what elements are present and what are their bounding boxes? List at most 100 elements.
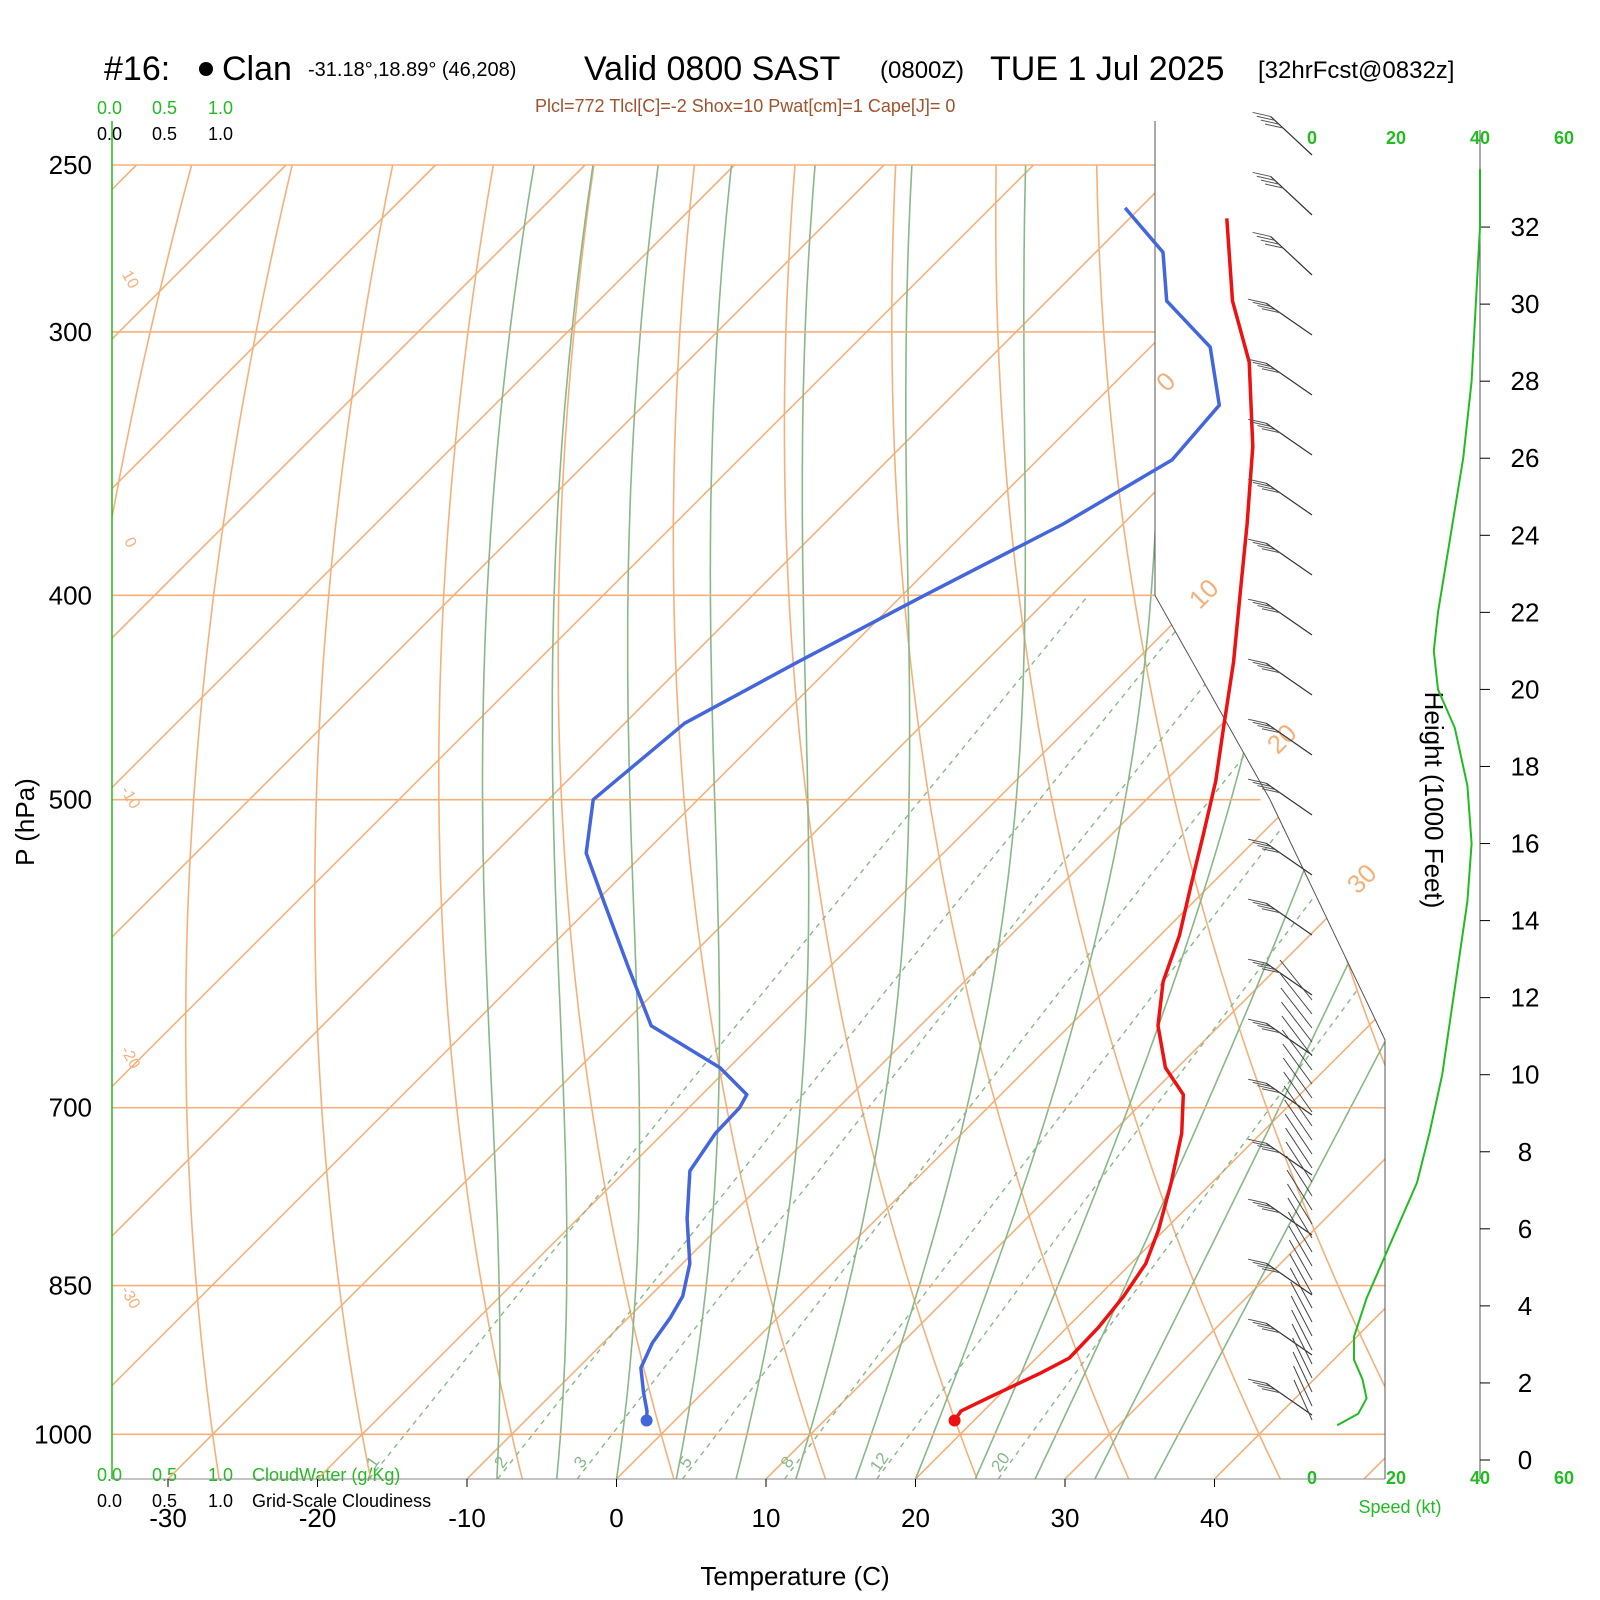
wind-barb-feather — [1260, 179, 1280, 185]
wind-barb-staff — [1279, 959, 1313, 1001]
mixing-ratio-label: 20 — [987, 1449, 1013, 1475]
wind-barb-feather — [1257, 1025, 1276, 1031]
right-boundary-line — [1154, 121, 1386, 1479]
wind-barb-feather — [1248, 658, 1267, 664]
wind-barb-feather — [1261, 668, 1281, 674]
wind-barb-feather — [1248, 598, 1267, 604]
wind-barb-feather — [1252, 1081, 1271, 1087]
wind-barb-feather — [1261, 548, 1281, 554]
wind-barb-staff — [1287, 1211, 1313, 1253]
wind-barb-feather — [1257, 545, 1276, 551]
wind-barb-feather — [1261, 968, 1281, 974]
wind-barb-feather — [1248, 538, 1267, 544]
wind-barb-feather — [1261, 1028, 1281, 1034]
wind-barb-feather — [1261, 728, 1281, 734]
mixing-ratio-lines — [368, 594, 1385, 1479]
wind-barb-staff — [1284, 1113, 1313, 1155]
mixing-ratio-line — [576, 594, 1277, 1479]
wind-barb-feather — [1248, 718, 1267, 724]
wind-barb-staff — [1287, 1183, 1313, 1225]
x-axis-label: Temperature (C) — [700, 1561, 889, 1591]
wind-barb-staff — [1280, 973, 1313, 1015]
wind-barb-feather — [1248, 418, 1267, 424]
isotherm-line — [167, 164, 1385, 1479]
temperature-tick-label: -20 — [299, 1503, 337, 1533]
wind-barb-feather — [1256, 235, 1275, 241]
height-tick-label: 32 — [1511, 212, 1540, 242]
wind-barb-staff — [1270, 235, 1313, 276]
height-tick-label: 24 — [1511, 520, 1540, 550]
wind-barb-staff — [1265, 422, 1313, 456]
dry-adiabat-line — [313, 164, 394, 1479]
wind-barb-feather — [1257, 845, 1276, 851]
isotherm-label: 0 — [120, 535, 139, 551]
wind-barb-feather — [1261, 1328, 1281, 1334]
wind-barb-feather — [1252, 661, 1271, 667]
temperature-tick-label: 40 — [1200, 1503, 1229, 1533]
cloudiness-label: Grid-Scale Cloudiness — [252, 1491, 431, 1511]
mixing-ratio-label: 2 — [490, 1453, 511, 1472]
sounding-profiles — [584, 206, 1255, 1427]
wind-barb-feather — [1261, 848, 1281, 854]
dewpoint-profile-line — [584, 206, 1222, 1421]
wind-barb-staff — [1265, 362, 1313, 396]
wind-barb-feather — [1257, 785, 1276, 791]
wind-barb-feather — [1248, 358, 1267, 364]
wind-barb-feather — [1252, 1201, 1271, 1207]
wind-barb-feather — [1248, 1318, 1267, 1324]
wind-barb-staff — [1289, 1253, 1313, 1295]
wind-barb-feather — [1257, 485, 1276, 491]
moist-adiabat-line — [974, 164, 1318, 1479]
wind-barb-feather — [1248, 1018, 1267, 1024]
wind-barb-feather — [1264, 123, 1284, 129]
wind-barb-staff — [1281, 1029, 1313, 1071]
wind-barb-feather — [1252, 1321, 1271, 1327]
isotherm-line — [112, 164, 885, 1479]
wind-barb-staff — [1290, 1281, 1313, 1323]
height-tick-label: 4 — [1518, 1291, 1532, 1321]
valid-time: Valid 0800 SAST — [584, 50, 840, 88]
forecast-info: [32hrFcst@0832z] — [1258, 57, 1454, 84]
speed-label: Speed (kt) — [1358, 1497, 1441, 1517]
stability-indices: Plcl=772 Tlcl[C]=-2 Shox=10 Pwat[cm]=1 C… — [535, 96, 955, 116]
isotherm-line — [765, 164, 1385, 1479]
plot-frame — [111, 121, 1386, 1480]
wind-barb-staff — [1265, 482, 1313, 516]
wind-barb-feather — [1248, 898, 1267, 904]
height-tick-label: 16 — [1511, 829, 1540, 859]
moist-adiabat-lines — [481, 164, 1385, 1479]
cloudiness-tick-top-0: 0.0 — [97, 124, 122, 144]
dry-adiabat-line — [1196, 164, 1385, 1479]
cloudwater-tick-bottom-1: 0.5 — [152, 1465, 177, 1485]
wind-barb-feather — [1261, 308, 1281, 314]
isotherm-line — [316, 164, 1385, 1479]
wind-barb-staff — [1288, 1239, 1313, 1281]
wind-barb-staff — [1281, 1001, 1313, 1043]
mixing-ratio-line — [681, 594, 1372, 1479]
wind-barb-staff — [1265, 722, 1313, 756]
wind-barb-feather — [1252, 361, 1271, 367]
wind-barb-staff — [1281, 1015, 1313, 1057]
wind-barb-feather — [1252, 1021, 1271, 1027]
wind-barb-staff — [1265, 902, 1313, 936]
wind-barb-staff — [1283, 1071, 1313, 1113]
isotherm-label: -10 — [117, 783, 143, 812]
wind-barb-feather — [1257, 725, 1276, 731]
wind-barb-feather — [1257, 305, 1276, 311]
wind-barb-staff — [1265, 662, 1313, 696]
cloudiness-tick-bottom-2: 1.0 — [208, 1491, 233, 1511]
station-coords: -31.18°,18.89° (46,208) — [308, 59, 516, 81]
wind-barb-staff — [1293, 1365, 1313, 1407]
isotherm-line — [914, 164, 1385, 1479]
moist-adiabat-line — [854, 164, 1027, 1479]
temperature-tick-label: 10 — [752, 1503, 781, 1533]
cloudiness-tick-bottom-0: 0.0 — [97, 1491, 122, 1511]
wind-barb-feather — [1248, 1198, 1267, 1204]
wind-barb-feather — [1257, 605, 1276, 611]
wind-barb-feather — [1257, 1325, 1276, 1331]
isotherm-label: -20 — [117, 1043, 143, 1072]
wind-barb-staff — [1285, 1127, 1313, 1169]
cloudwater-tick-top-1: 0.5 — [152, 98, 177, 118]
wind-barb-staff — [1265, 602, 1313, 636]
dry-adiabat-line — [1499, 165, 1600, 1479]
